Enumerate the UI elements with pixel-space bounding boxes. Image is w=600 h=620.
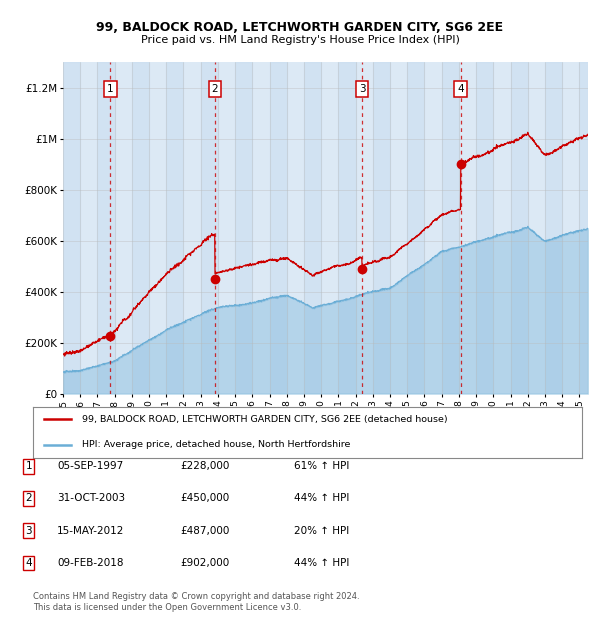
Text: 20% ↑ HPI: 20% ↑ HPI (294, 526, 349, 536)
Bar (373, 62, 390, 394)
Bar (201, 62, 218, 394)
Text: 44% ↑ HPI: 44% ↑ HPI (294, 558, 349, 568)
Bar (97, 62, 115, 394)
Bar (580, 62, 588, 394)
Text: 99, BALDOCK ROAD, LETCHWORTH GARDEN CITY, SG6 2EE (detached house): 99, BALDOCK ROAD, LETCHWORTH GARDEN CITY… (82, 415, 448, 424)
Text: 4: 4 (25, 558, 32, 568)
Text: 2: 2 (25, 494, 32, 503)
Text: 3: 3 (359, 84, 365, 94)
Text: Contains HM Land Registry data © Crown copyright and database right 2024.: Contains HM Land Registry data © Crown c… (33, 592, 359, 601)
Text: 2: 2 (212, 84, 218, 94)
Text: 99, BALDOCK ROAD, LETCHWORTH GARDEN CITY, SG6 2EE: 99, BALDOCK ROAD, LETCHWORTH GARDEN CITY… (97, 21, 503, 34)
Bar (235, 62, 253, 394)
Text: £450,000: £450,000 (180, 494, 229, 503)
Text: 3: 3 (25, 526, 32, 536)
Bar (132, 62, 149, 394)
Text: This data is licensed under the Open Government Licence v3.0.: This data is licensed under the Open Gov… (33, 603, 301, 612)
Text: 44% ↑ HPI: 44% ↑ HPI (294, 494, 349, 503)
Text: 31-OCT-2003: 31-OCT-2003 (57, 494, 125, 503)
Text: £228,000: £228,000 (180, 461, 229, 471)
Text: 09-FEB-2018: 09-FEB-2018 (57, 558, 124, 568)
Text: Price paid vs. HM Land Registry's House Price Index (HPI): Price paid vs. HM Land Registry's House … (140, 35, 460, 45)
Text: 1: 1 (25, 461, 32, 471)
Bar (476, 62, 493, 394)
Text: £902,000: £902,000 (180, 558, 229, 568)
Bar (338, 62, 356, 394)
Text: £487,000: £487,000 (180, 526, 229, 536)
Bar (545, 62, 562, 394)
Bar (166, 62, 184, 394)
Text: 4: 4 (457, 84, 464, 94)
Text: 61% ↑ HPI: 61% ↑ HPI (294, 461, 349, 471)
Bar (442, 62, 459, 394)
Text: 1: 1 (107, 84, 113, 94)
Text: 15-MAY-2012: 15-MAY-2012 (57, 526, 124, 536)
Bar (407, 62, 424, 394)
Bar (511, 62, 528, 394)
Bar (304, 62, 321, 394)
Text: 05-SEP-1997: 05-SEP-1997 (57, 461, 123, 471)
Bar (269, 62, 287, 394)
Text: HPI: Average price, detached house, North Hertfordshire: HPI: Average price, detached house, Nort… (82, 440, 351, 450)
Bar (63, 62, 80, 394)
